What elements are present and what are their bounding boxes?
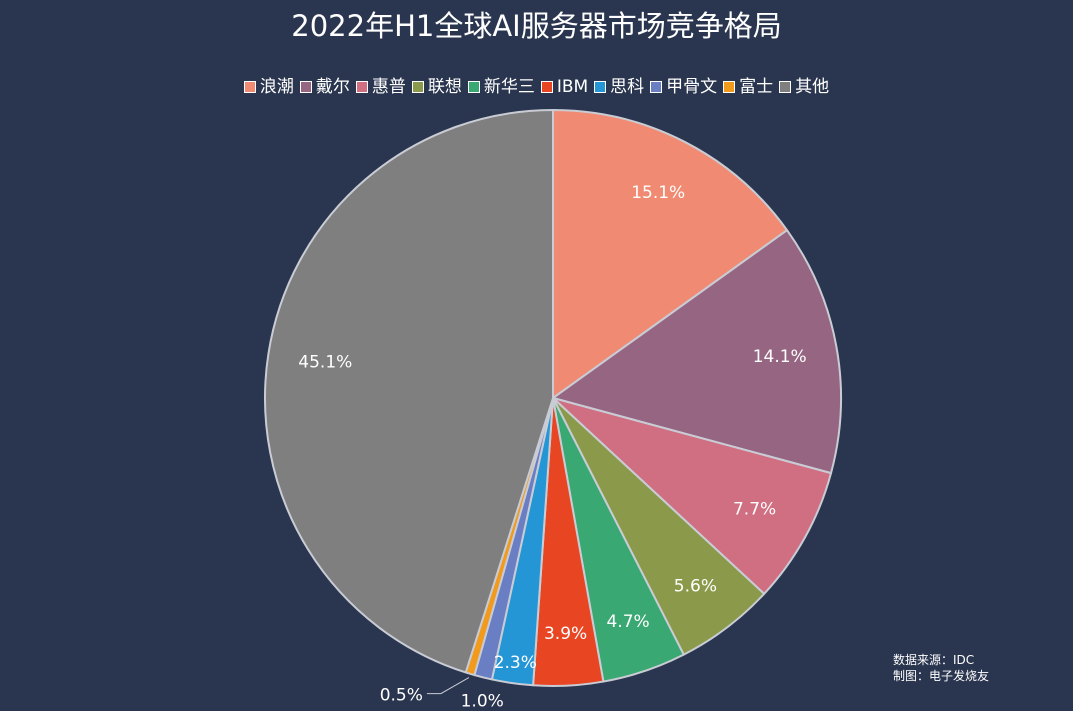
legend-swatch: [243, 81, 256, 93]
legend-item[interactable]: 新华三: [467, 76, 535, 98]
leader-line: [426, 677, 470, 695]
legend-item[interactable]: 富士: [723, 76, 773, 98]
legend-item[interactable]: IBM: [540, 76, 589, 98]
slice-label: 3.9%: [544, 624, 587, 644]
pie-slice[interactable]: [264, 109, 554, 674]
legend-item[interactable]: 思科: [594, 76, 644, 98]
legend-swatch: [411, 81, 424, 93]
legend-swatch: [467, 81, 480, 93]
legend-item[interactable]: 联想: [411, 76, 462, 98]
legend-swatch: [299, 81, 312, 93]
legend-label: 惠普: [371, 77, 406, 97]
legend-item[interactable]: 惠普: [355, 76, 406, 98]
slice-label: 14.1%: [753, 347, 807, 367]
legend-item[interactable]: 其他: [779, 76, 829, 98]
slice-label: 1.0%: [461, 691, 504, 711]
legend-label: 浪潮: [259, 77, 294, 97]
slice-label: 0.5%: [380, 686, 423, 706]
legend-label: 联想: [427, 77, 462, 97]
pie-slice[interactable]: [552, 229, 842, 475]
legend-swatch: [723, 81, 736, 93]
pie-labels: 15.1% 14.1% 7.7% 5.6% 4.7% 3.9% 2.3% 1.0% 0.5% 45…: [298, 183, 806, 711]
legend-label: 其他: [795, 77, 830, 97]
legend-label: 新华三: [483, 77, 535, 97]
slice-label: 4.7%: [606, 612, 649, 632]
legend-swatch: [540, 81, 553, 93]
legend-swatch: [779, 81, 792, 93]
slice-label: 2.3%: [494, 653, 537, 673]
slice-label: 45.1%: [298, 353, 352, 373]
legend-label: 思科: [610, 77, 645, 97]
slice-label: 5.6%: [674, 576, 717, 596]
chart-title: 2022年H1全球AI服务器市场竞争格局: [291, 9, 782, 43]
credit-line: 制图：电子发烧友: [893, 669, 990, 683]
legend: 浪潮 戴尔 惠普 联想 新华三 IBM 思科 甲骨文 富士 其他: [0, 76, 1073, 98]
legend-item[interactable]: 浪潮: [243, 76, 294, 98]
legend-label: IBM: [556, 77, 589, 97]
legend-swatch: [594, 81, 607, 93]
legend-swatch: [650, 81, 663, 93]
slice-label: 15.1%: [631, 183, 685, 203]
legend-item[interactable]: 戴尔: [299, 76, 350, 98]
legend-label: 甲骨文: [666, 77, 718, 97]
legend-item[interactable]: 甲骨文: [650, 76, 717, 98]
pie-slice[interactable]: [552, 109, 789, 399]
slice-label: 7.7%: [733, 500, 776, 520]
legend-swatch: [355, 81, 368, 93]
pie-slice[interactable]: [552, 397, 833, 595]
legend-label: 富士: [739, 77, 774, 97]
source-note: 数据来源：IDC 制图：电子发烧友: [893, 652, 989, 684]
source-line: 数据来源：IDC: [893, 653, 975, 667]
legend-label: 戴尔: [315, 77, 350, 97]
pie-slices: [264, 109, 842, 687]
